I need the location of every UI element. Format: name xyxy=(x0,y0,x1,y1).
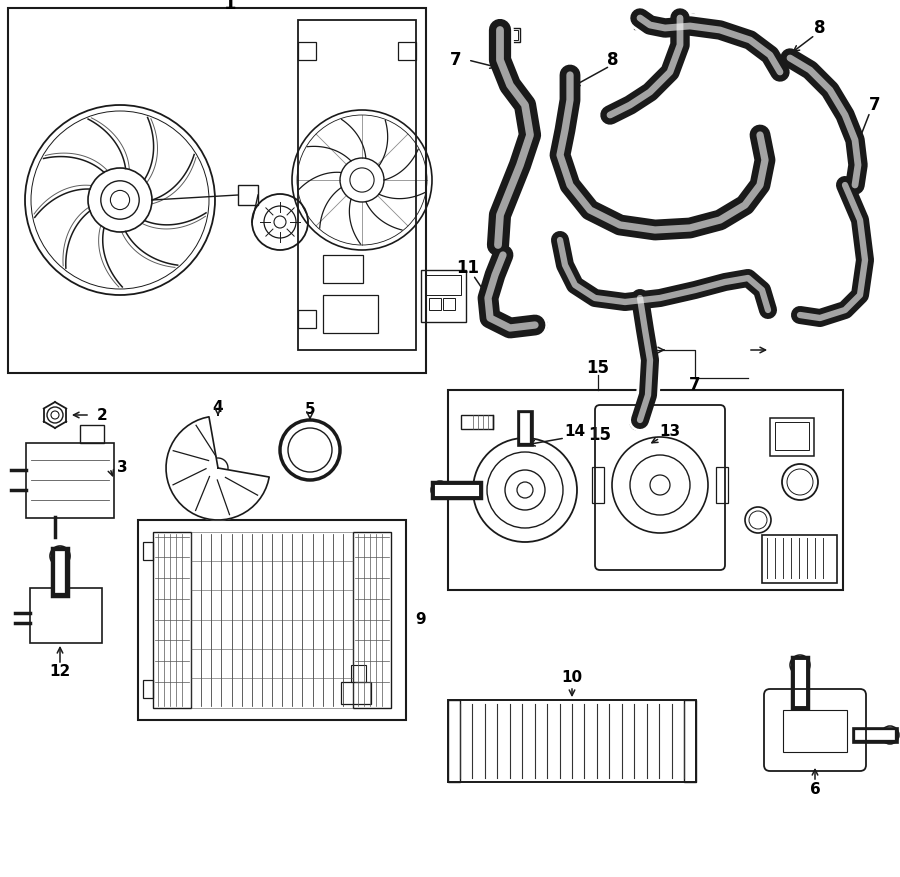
Bar xyxy=(496,28,520,42)
Text: 8: 8 xyxy=(814,19,826,37)
Text: 7: 7 xyxy=(450,51,462,69)
Bar xyxy=(782,54,804,68)
Text: 10: 10 xyxy=(562,671,582,686)
Bar xyxy=(762,535,837,583)
Bar xyxy=(8,8,426,373)
Bar xyxy=(351,665,366,682)
Bar xyxy=(153,532,191,708)
Bar xyxy=(298,310,316,328)
Bar xyxy=(421,270,466,322)
Polygon shape xyxy=(166,417,269,520)
Circle shape xyxy=(208,458,228,478)
Bar xyxy=(80,425,104,443)
Bar xyxy=(770,418,814,456)
Bar xyxy=(138,520,406,720)
Bar xyxy=(448,390,843,590)
Bar xyxy=(636,17,654,27)
Bar xyxy=(716,467,728,503)
Bar xyxy=(592,467,604,503)
Bar xyxy=(398,42,416,60)
Bar xyxy=(429,298,441,310)
Bar xyxy=(238,185,258,205)
Text: 13: 13 xyxy=(660,424,680,439)
Text: 7: 7 xyxy=(689,376,701,394)
Bar xyxy=(783,710,847,752)
Bar xyxy=(426,275,461,295)
Bar xyxy=(672,14,694,28)
Text: 9: 9 xyxy=(416,612,427,628)
Text: 15: 15 xyxy=(587,359,609,377)
Text: 5: 5 xyxy=(305,403,315,417)
Text: 15: 15 xyxy=(589,426,611,444)
Bar xyxy=(443,298,455,310)
Text: 4: 4 xyxy=(212,401,223,416)
Bar xyxy=(143,542,153,560)
Bar xyxy=(448,700,696,782)
Text: 6: 6 xyxy=(810,782,821,797)
Text: 11: 11 xyxy=(456,259,480,277)
Text: 3: 3 xyxy=(117,460,127,475)
Text: 12: 12 xyxy=(50,665,70,680)
Bar xyxy=(26,443,114,518)
Bar xyxy=(353,532,391,708)
Text: 1: 1 xyxy=(224,0,236,13)
Bar xyxy=(341,682,371,704)
Bar xyxy=(30,588,102,643)
Text: 7: 7 xyxy=(869,96,881,114)
Bar xyxy=(143,680,153,698)
Bar xyxy=(298,42,316,60)
Bar xyxy=(323,295,378,333)
Bar xyxy=(461,415,493,429)
Bar xyxy=(448,700,460,782)
Bar xyxy=(323,255,363,283)
Text: 8: 8 xyxy=(608,51,619,69)
Text: 14: 14 xyxy=(564,424,586,439)
Bar xyxy=(634,15,656,29)
Bar xyxy=(298,20,416,350)
Bar xyxy=(684,700,696,782)
Text: 2: 2 xyxy=(96,408,107,423)
Bar xyxy=(498,30,518,40)
Bar xyxy=(775,422,809,450)
